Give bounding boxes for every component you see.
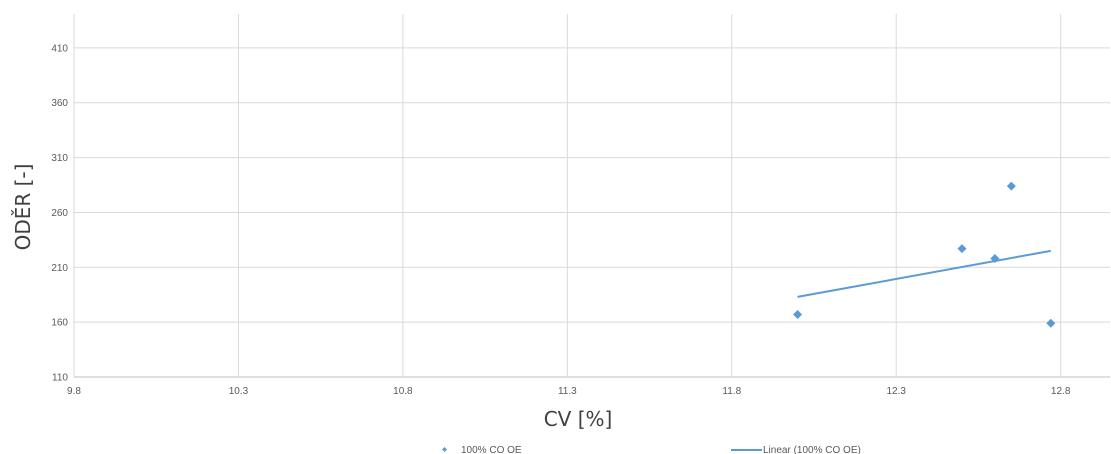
y-tick-label: 260 [51,208,68,219]
y-tick-label: 210 [51,263,68,274]
y-tick-label: 410 [51,43,68,54]
data-point [957,244,967,254]
legend-label-series: 100% CO OE [461,445,522,454]
x-axis-ticks: 9.8 10.3 10.8 11.3 11.8 12.3 12.8 [67,386,1071,397]
legend-label-trendline: Linear (100% CO OE) [763,445,861,454]
x-tick-label: 9.8 [67,386,81,397]
y-axis-ticks: 110 160 210 260 310 360 410 [51,43,68,383]
grid [73,14,1110,378]
x-tick-label: 11.3 [558,386,577,397]
data-point [1006,181,1016,191]
y-tick-label: 360 [51,98,68,109]
y-tick-label: 310 [51,153,68,164]
trendline [797,249,1051,298]
points-layer [793,181,1056,328]
data-point [990,254,1000,264]
data-point [1046,318,1056,328]
x-tick-label: 10.3 [229,386,249,397]
data-point [793,309,803,319]
x-tick-label: 10.8 [393,386,413,397]
trendline-layer [797,249,1051,298]
x-tick-label: 12.8 [1051,386,1071,397]
legend: 100% CO OE Linear (100% CO OE) [442,445,861,454]
y-axis-title: ODĚR [-] [11,164,35,251]
x-tick-label: 11.8 [722,386,741,397]
x-tick-label: 12.3 [886,386,906,397]
y-tick-label: 110 [52,373,68,384]
legend-marker-diamond [442,447,447,452]
x-axis-title: CV [%] [544,407,613,431]
y-tick-label: 160 [51,318,68,329]
